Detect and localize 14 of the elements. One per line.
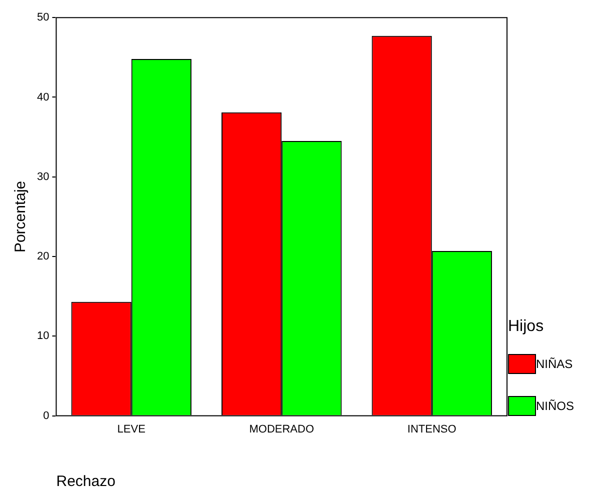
y-axis-title: Porcentaje xyxy=(12,180,30,253)
y-tick-label: 30 xyxy=(36,170,50,183)
x-axis-title: Rechazo xyxy=(56,473,116,490)
legend-label: NIÑAS xyxy=(536,357,573,371)
x-tick-label: LEVE xyxy=(117,423,146,436)
legend-label: NIÑOS xyxy=(536,399,574,413)
y-tick-label: 0 xyxy=(43,410,50,422)
x-tick-label: MODERADO xyxy=(249,423,314,436)
y-tick-label: 10 xyxy=(36,330,50,342)
x-tick-label: INTENSO xyxy=(407,423,457,436)
y-tick-label: 20 xyxy=(36,250,50,263)
y-tick-label: 50 xyxy=(36,12,50,24)
y-tick-label: 40 xyxy=(36,91,50,104)
legend-title: Hijos xyxy=(508,318,545,336)
